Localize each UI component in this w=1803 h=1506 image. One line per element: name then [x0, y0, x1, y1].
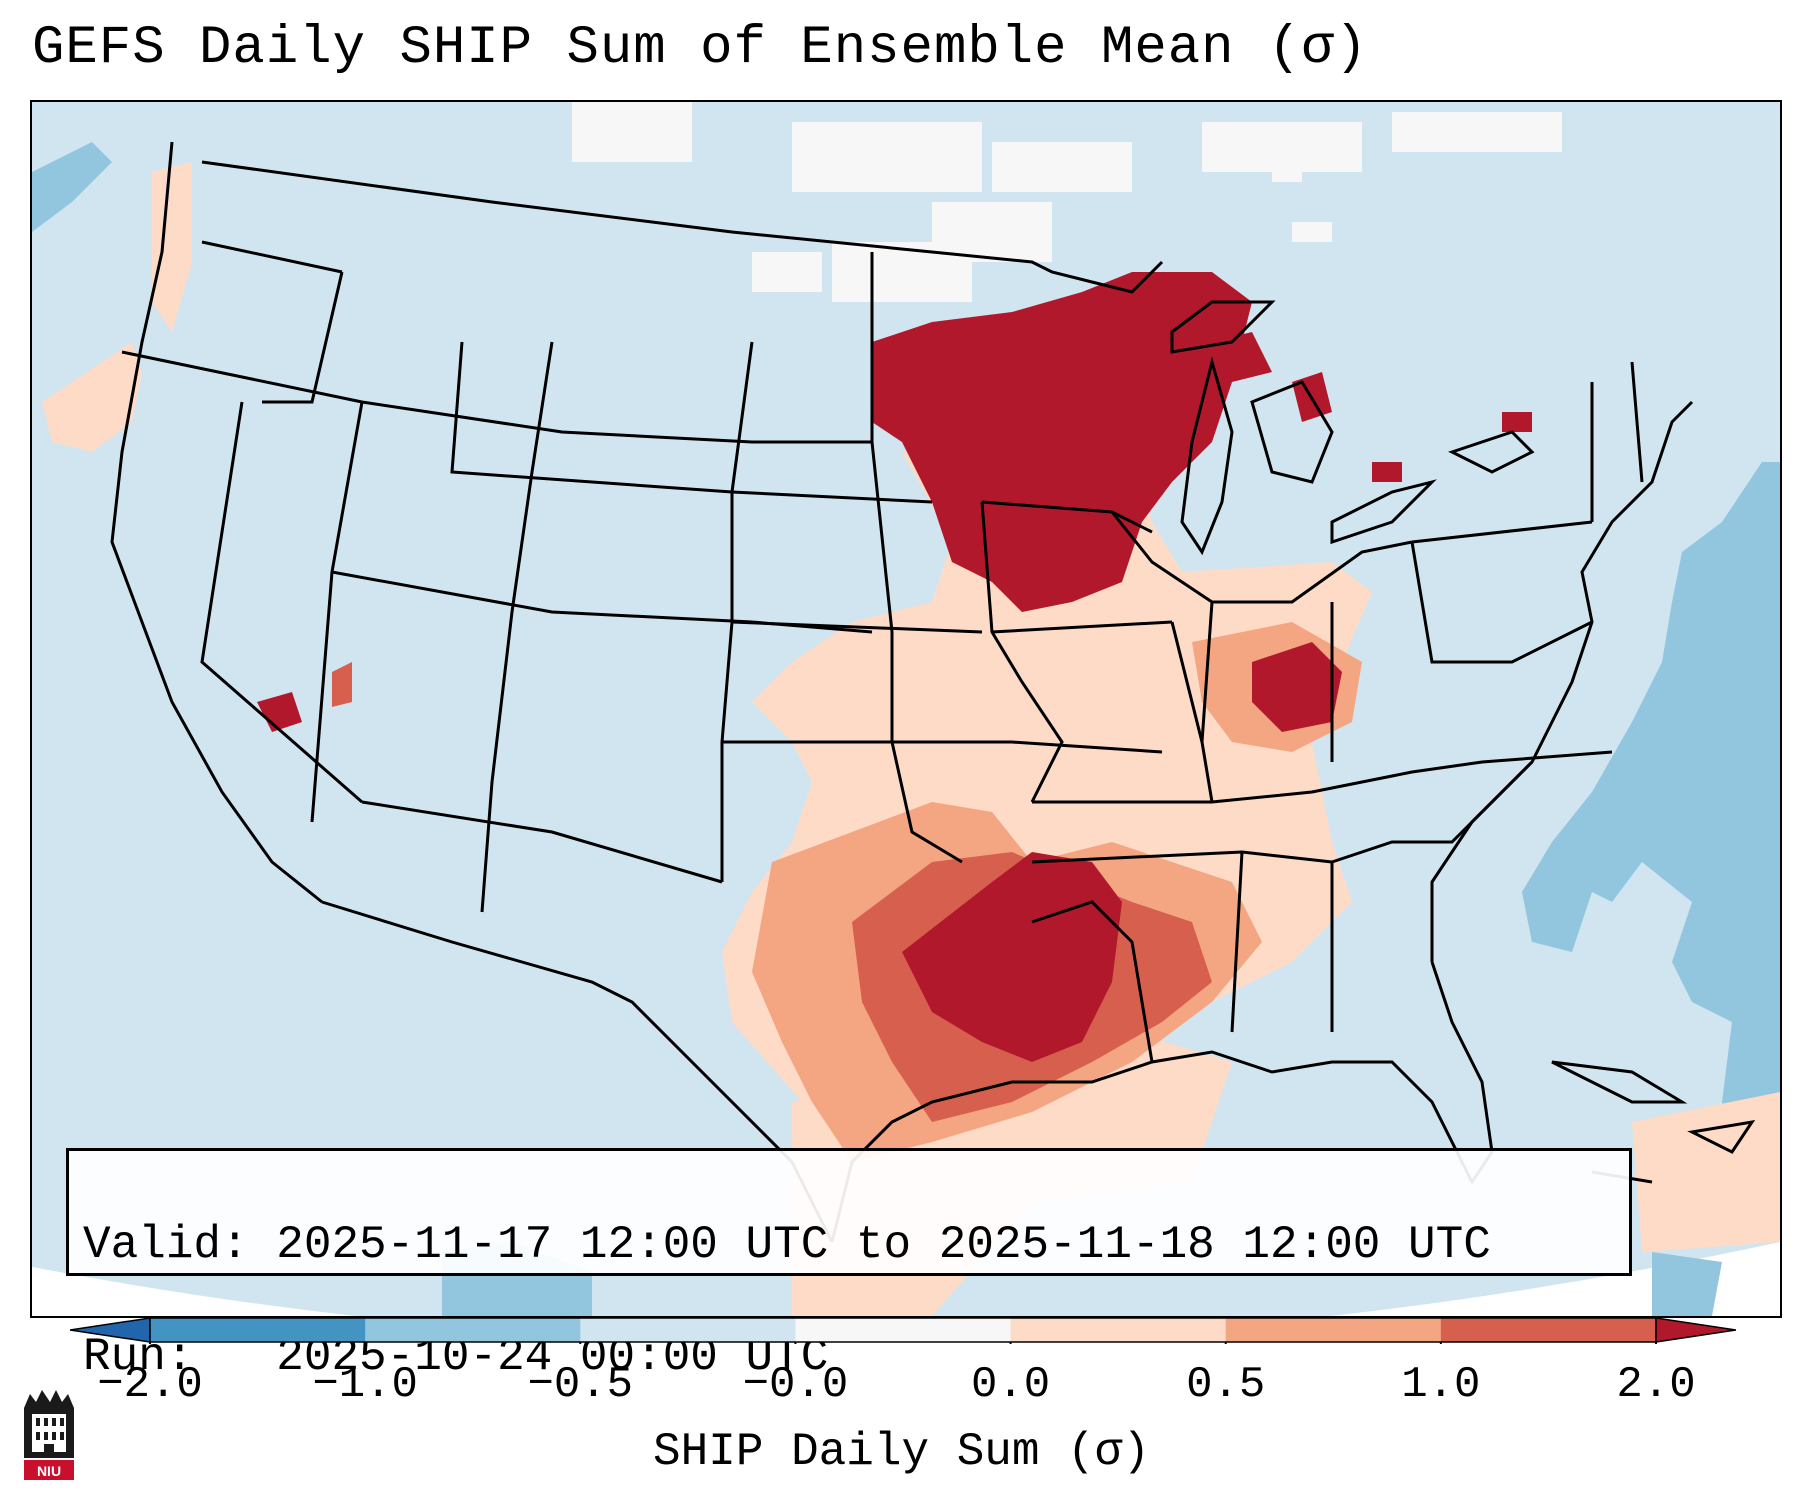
colorbar-segment: [150, 1318, 366, 1342]
colorbar-tick-label: −0.5: [527, 1360, 634, 1410]
colorbar-segment: [580, 1318, 796, 1342]
colorbar-tick-labels: −2.0 −1.0 −0.5 −0.0 0.0 0.5 1.0 2.0: [0, 1360, 1803, 1420]
colorbar: [70, 1317, 1736, 1344]
upper-midwest-extreme-anomaly: [872, 272, 1252, 612]
valid-run-info-box: Valid: 2025-11-17 12:00 UTC to 2025-11-1…: [66, 1148, 1632, 1383]
svg-text:NIU: NIU: [37, 1463, 61, 1479]
canada-neutral-patches: [572, 102, 1562, 302]
colorbar-segment: [1225, 1318, 1442, 1342]
colorbar-segment: [795, 1318, 1012, 1342]
niu-logo: NIU: [24, 1390, 74, 1480]
colorbar-tick-label: 1.0: [1401, 1360, 1481, 1410]
colorbar-segments: [149, 1317, 1657, 1344]
ny-extreme-anomaly: [1502, 412, 1532, 432]
caribbean-positive-anomaly: [1632, 1092, 1780, 1252]
map-canvas: [32, 102, 1780, 1316]
colorbar-tick-label: 0.0: [970, 1360, 1051, 1410]
nevada-strong-anomaly: [332, 662, 352, 707]
colorbar-tick-label: 2.0: [1616, 1360, 1696, 1410]
california-positive-anomaly: [42, 342, 142, 452]
gulf-negative-anomaly: [1652, 1252, 1722, 1316]
colorbar-segment: [1010, 1318, 1227, 1342]
outside-projection-area: [32, 1242, 1780, 1316]
atlantic-negative-anomaly: [1522, 462, 1780, 1162]
colorbar-tick-label: −2.0: [97, 1360, 203, 1410]
boundary-lines: [110, 141, 1694, 1243]
ark-miss-extreme-anomaly: [902, 852, 1122, 1062]
colorbar-extend-high: [1655, 1317, 1736, 1343]
nevada-extreme-anomaly: [257, 692, 302, 732]
colorbar-tick-label: −0.0: [742, 1360, 849, 1410]
kentucky-extreme-anomaly: [1252, 642, 1342, 732]
colorbar-tick-label: 0.5: [1186, 1360, 1266, 1410]
valid-time-text: Valid: 2025-11-17 12:00 UTC to 2025-11-1…: [83, 1219, 1491, 1271]
oregon-positive-anomaly: [152, 162, 192, 332]
colorbar-segment: [1440, 1318, 1657, 1342]
colorbar-tick-label: −1.0: [312, 1360, 418, 1410]
erie-extreme-anomaly: [1372, 462, 1402, 482]
colorbar-segment: [365, 1318, 581, 1342]
colorbar-extend-low: [70, 1317, 151, 1343]
map-panel[interactable]: [30, 100, 1782, 1318]
pacific-negative-anomaly: [32, 142, 112, 232]
colorbar-label: SHIP Daily Sum (σ): [653, 1426, 1150, 1478]
map-title: GEFS Daily SHIP Sum of Ensemble Mean (σ): [32, 18, 1369, 79]
